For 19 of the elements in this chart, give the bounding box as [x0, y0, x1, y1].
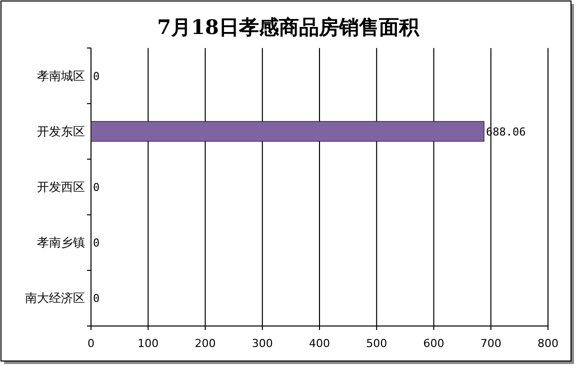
- x-tick-label: 200: [194, 337, 216, 350]
- y-tick-label: 开发西区: [37, 180, 85, 194]
- y-tick-label: 南大经济区: [25, 291, 85, 306]
- data-label: 0: [93, 292, 100, 306]
- x-tick-label: 300: [252, 337, 273, 350]
- data-label: 0: [93, 181, 100, 194]
- chart-title: 7月18日孝感商品房销售面积: [157, 15, 420, 39]
- data-label: 0: [93, 236, 100, 250]
- x-tick-label: 0: [88, 337, 94, 350]
- x-tick-label: 100: [138, 337, 159, 350]
- x-tick-label: 500: [366, 337, 388, 350]
- data-label: 0: [93, 70, 100, 83]
- y-tick-label: 孝南乡镇: [37, 236, 85, 250]
- y-tick-label: 孝南城区: [37, 68, 85, 83]
- y-tick-label: 开发东区: [37, 124, 85, 138]
- x-tick-label: 400: [309, 337, 330, 350]
- x-tick-label: 700: [480, 337, 502, 350]
- x-tick-label: 600: [423, 337, 444, 350]
- x-tick-label: 800: [538, 337, 558, 350]
